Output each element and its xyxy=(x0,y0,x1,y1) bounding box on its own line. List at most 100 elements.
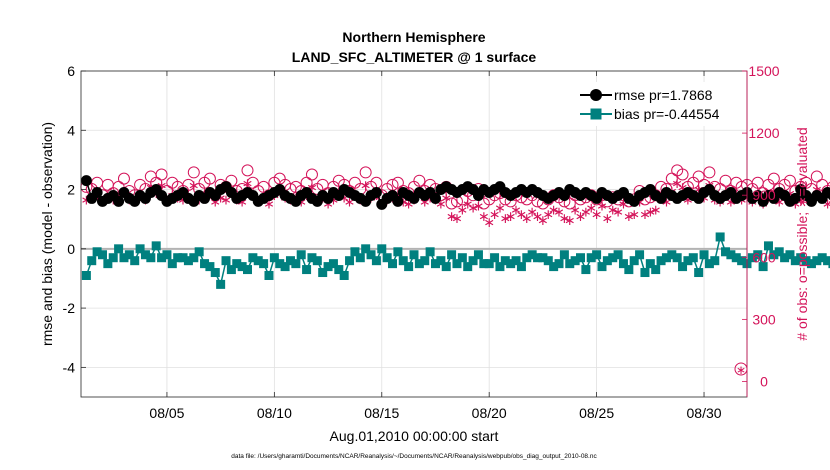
bias-point xyxy=(414,259,424,269)
evaluated-obs-point: ∗ xyxy=(236,193,248,209)
y-tick-label: 6 xyxy=(67,63,75,79)
bias-point xyxy=(425,247,435,257)
x-tick-label: 08/10 xyxy=(257,405,292,421)
possible-obs-point xyxy=(117,172,130,185)
zero-obs-circle xyxy=(734,362,748,376)
bias-point xyxy=(237,262,247,272)
x-tick-label: 08/15 xyxy=(364,405,399,421)
evaluated-obs-point: ∗ xyxy=(220,191,232,207)
bias-point xyxy=(629,256,639,266)
possible-obs-point xyxy=(246,176,259,189)
possible-obs-point xyxy=(676,168,689,181)
bias-point xyxy=(796,253,806,263)
evaluated-obs-point: ∗ xyxy=(639,206,651,222)
y2-tick-label: 1200 xyxy=(748,125,779,141)
bias-point xyxy=(264,270,274,280)
evaluated-obs-point: ∗ xyxy=(306,179,318,195)
bias-point xyxy=(495,262,505,272)
bias-point xyxy=(183,256,193,266)
bias-point xyxy=(162,250,172,260)
bias-point xyxy=(178,253,188,263)
bias-point xyxy=(785,250,795,260)
chart-subtitle: LAND_SFC_ALTIMETER @ 1 surface xyxy=(292,49,537,65)
bias-point xyxy=(511,256,521,266)
bias-point xyxy=(694,268,704,278)
bias-point xyxy=(124,250,134,260)
evaluated-obs-point: ∗ xyxy=(419,193,431,209)
x-tick-label: 08/05 xyxy=(149,405,184,421)
rmse-point xyxy=(429,192,441,204)
evaluated-obs-point: ∗ xyxy=(822,195,830,211)
bias-point xyxy=(656,256,666,266)
bias-point xyxy=(780,253,790,263)
bias-point xyxy=(823,256,830,266)
possible-obs-point xyxy=(767,172,780,185)
zero-obs-marker: ∗ xyxy=(734,362,748,377)
bias-point xyxy=(581,265,591,275)
bias-point xyxy=(447,250,457,260)
x-tick-label: 08/30 xyxy=(687,405,722,421)
bias-point xyxy=(812,256,822,266)
bias-point xyxy=(248,253,258,263)
bias-point xyxy=(157,253,167,263)
evaluated-obs-point: ∗ xyxy=(773,193,785,209)
bias-point xyxy=(763,241,773,251)
rmse-point xyxy=(91,187,103,199)
bias-point xyxy=(103,259,113,269)
evaluated-obs-point: ∗ xyxy=(537,212,549,228)
bias-point xyxy=(661,253,671,263)
possible-obs-point xyxy=(182,178,195,191)
bias-point xyxy=(672,253,682,263)
possible-obs-point xyxy=(563,197,576,210)
y2-tick-label: 0 xyxy=(760,373,768,389)
bias-point xyxy=(506,259,516,269)
evaluated-obs-point: ∗ xyxy=(575,208,587,224)
evaluated-obs-point: ∗ xyxy=(677,179,689,195)
bias-point xyxy=(307,253,317,263)
bias-point xyxy=(404,262,414,272)
evaluated-obs-point: ∗ xyxy=(612,204,624,220)
bias-point xyxy=(377,244,387,254)
y2-tick-label: 600 xyxy=(752,249,776,265)
legend-rmse-marker xyxy=(590,89,602,101)
evaluated-obs-point: ∗ xyxy=(521,210,533,226)
bias-point xyxy=(146,253,156,263)
legend-bias-marker xyxy=(590,108,602,120)
bias-point xyxy=(312,256,322,266)
bias-point xyxy=(114,244,124,254)
evaluated-obs-point: ∗ xyxy=(483,214,495,230)
evaluated-obs-point: ∗ xyxy=(628,206,640,222)
possible-obs-point xyxy=(783,174,796,187)
bias-point xyxy=(269,253,279,263)
bias-point xyxy=(549,262,559,272)
evaluated-obs-point: ∗ xyxy=(499,210,511,226)
bias-point xyxy=(817,253,827,263)
evaluated-obs-point: ∗ xyxy=(505,208,517,224)
bias-point xyxy=(522,253,532,263)
bias-point xyxy=(302,265,312,275)
possible-obs-point xyxy=(257,180,270,193)
zero-obs-asterisk: ∗ xyxy=(736,363,746,377)
bias-point xyxy=(651,265,661,275)
evaluated-obs-point: ∗ xyxy=(784,185,796,201)
bias-point xyxy=(205,262,215,272)
evaluated-obs-point: ∗ xyxy=(145,179,157,195)
bias-point xyxy=(328,259,338,269)
bias-point xyxy=(484,259,494,269)
bias-point xyxy=(801,256,811,266)
possible-obs-point xyxy=(692,170,705,183)
bias-point xyxy=(339,270,349,280)
bias-point xyxy=(81,270,91,280)
bias-point xyxy=(554,259,564,269)
bias-point xyxy=(452,259,462,269)
evaluated-obs-point: ∗ xyxy=(516,206,528,222)
x-axis-label: Aug.01,2010 00:00:00 start xyxy=(330,428,499,444)
x-tick-label: 08/20 xyxy=(472,405,507,421)
evaluated-obs-point: ∗ xyxy=(671,175,683,191)
possible-obs-point xyxy=(665,172,678,185)
possible-obs-point xyxy=(826,181,830,193)
bias-point xyxy=(479,259,489,269)
evaluated-obs-point: ∗ xyxy=(467,200,479,216)
bias-point xyxy=(699,250,709,260)
bias-series xyxy=(81,232,830,289)
